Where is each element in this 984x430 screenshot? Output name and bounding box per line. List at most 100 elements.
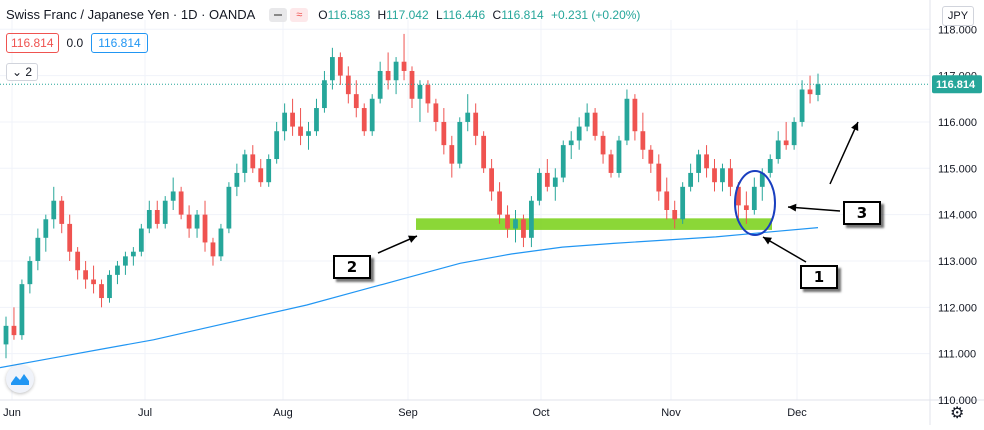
candle-body	[162, 200, 168, 224]
ohlc-values: O116.583 H117.042 L116.446 C116.814 +0.2…	[318, 7, 641, 22]
candle	[680, 182, 686, 224]
sell-price-button[interactable]: 116.814	[6, 33, 59, 53]
candle	[712, 159, 717, 192]
candle-body	[759, 172, 765, 187]
settings-gear-icon[interactable]: ⚙	[950, 405, 965, 422]
candle-body	[115, 265, 120, 275]
candle	[242, 149, 248, 183]
y-tick-label: 118.000	[938, 24, 977, 36]
candle	[178, 186, 184, 220]
candle	[656, 154, 662, 201]
candle-body	[433, 103, 439, 122]
candle	[330, 47, 335, 90]
candle-body	[552, 177, 558, 187]
last-price-badge	[932, 75, 982, 94]
spread-value: 0.0	[66, 36, 84, 50]
candle-body	[353, 94, 359, 109]
y-tick-label: 110.000	[938, 395, 977, 407]
candle	[457, 117, 463, 169]
last-price-label: 116.814	[936, 79, 976, 91]
candle-body	[314, 108, 319, 132]
candle-body	[441, 121, 447, 146]
candle	[791, 117, 797, 150]
candle	[115, 260, 120, 285]
candle-body	[186, 214, 192, 229]
arrow-1	[762, 236, 807, 263]
quote-row: 116.814 0.0 116.814	[6, 33, 148, 53]
candle-body	[592, 112, 598, 136]
candle-body	[720, 168, 725, 183]
buy-price-button[interactable]: 116.814	[91, 33, 148, 53]
annotation-box-3: 3	[843, 201, 881, 225]
candle	[632, 94, 638, 141]
candle-body	[560, 145, 566, 178]
candle	[146, 200, 152, 234]
y-tick-label: 116.000	[938, 117, 977, 129]
symbol-title[interactable]: Swiss Franc / Japanese Yen · 1D · OANDA	[6, 7, 256, 22]
x-tick-label: Nov	[661, 407, 681, 419]
annotation-layer	[377, 121, 859, 263]
candle-body	[425, 84, 431, 104]
candle	[592, 108, 598, 141]
candle-body	[457, 121, 463, 164]
candle	[576, 117, 582, 150]
candle	[425, 80, 431, 113]
candle-body	[337, 57, 343, 76]
candle-body	[672, 210, 678, 220]
candle	[799, 80, 805, 127]
candle	[767, 154, 773, 178]
candle	[337, 52, 343, 85]
candle	[361, 103, 367, 136]
x-tick-label: Jun	[3, 407, 21, 419]
wave-icon[interactable]: ≈	[290, 7, 309, 22]
high-value: 117.042	[386, 7, 429, 22]
tradingview-logo-icon[interactable]	[6, 365, 34, 393]
currency-button[interactable]: JPY	[942, 6, 974, 26]
candle	[505, 205, 510, 238]
candle-body	[799, 89, 805, 122]
candle	[385, 52, 391, 90]
candle-body	[19, 284, 25, 336]
eye-icon[interactable]	[269, 7, 288, 22]
candle	[83, 260, 88, 289]
candle	[218, 223, 224, 261]
candle	[616, 135, 622, 178]
candle-body	[616, 140, 622, 173]
candle-body	[178, 191, 184, 215]
arrow-3	[787, 206, 841, 212]
support-zone	[416, 218, 772, 230]
arrow-1-head	[763, 237, 772, 245]
candle-body	[83, 270, 88, 280]
candle-body	[306, 131, 311, 136]
candle	[489, 159, 494, 201]
candle-body	[536, 172, 542, 201]
candle-body	[743, 205, 749, 210]
candle-body	[67, 223, 73, 252]
candle-body	[322, 80, 327, 109]
x-tick-label: Sep	[398, 407, 418, 419]
candle-body	[250, 154, 256, 169]
candle-body	[385, 70, 391, 81]
candle-body	[600, 135, 606, 155]
candle-body	[282, 112, 288, 132]
candle-body	[505, 214, 510, 229]
candle	[696, 149, 701, 183]
candle	[194, 210, 200, 238]
candle	[417, 80, 423, 122]
candle	[465, 94, 471, 132]
candle-body	[266, 159, 272, 183]
candle	[353, 80, 359, 118]
indicator-toggle-button[interactable]: ⌄ 2	[6, 63, 39, 81]
candle-body	[465, 112, 471, 122]
candle	[250, 145, 256, 173]
candle	[282, 103, 288, 141]
arrow-up-head	[851, 122, 859, 131]
candle	[624, 89, 630, 146]
moving-average-layer	[0, 227, 819, 369]
candle	[521, 214, 526, 248]
candle-body	[664, 191, 670, 210]
candle	[59, 196, 65, 234]
close-value: 116.814	[501, 7, 544, 22]
